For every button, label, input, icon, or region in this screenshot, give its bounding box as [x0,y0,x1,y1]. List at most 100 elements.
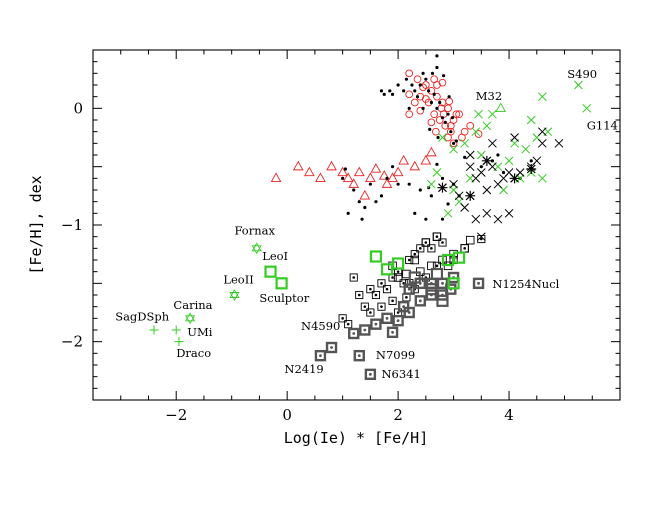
data-point-square [371,290,380,300]
y-tick-label: −1 [61,216,83,234]
data-point [436,294,449,307]
data-point [405,69,414,78]
data-point-dot [405,296,408,299]
data-point-square [421,238,430,247]
annotation-label: LeoII [223,272,253,286]
data-point [409,160,421,171]
data-point-dot [418,299,422,303]
data-point-dot [341,317,344,320]
data-point [410,98,419,107]
data-point-square [403,283,415,295]
data-point-square [353,349,365,362]
data-point [476,232,486,242]
data-point [460,127,469,136]
data-point-square [410,250,419,259]
data-point [424,217,428,221]
data-point-tri-up [185,312,196,322]
data-point [537,173,547,183]
data-point [427,186,431,190]
data-point [482,208,492,218]
data-point [388,89,392,93]
data-point [405,255,414,265]
data-point [343,167,348,171]
annotation-label: Sculptor [259,291,309,305]
data-point [292,160,304,171]
data-point [430,71,435,75]
data-point [418,83,422,87]
data-point [582,103,592,113]
data-point [349,273,358,282]
data-point-square [382,285,392,294]
data-point-square [314,349,327,362]
data-point [450,116,455,120]
data-point [398,154,410,165]
data-point [410,255,419,265]
data-point [357,200,361,204]
data-point-dot [357,354,361,358]
y-axis-label: [Fe/H], dex [27,175,45,274]
data-point [386,326,399,339]
data-point [429,194,433,198]
data-point [413,75,422,84]
data-point [377,302,386,311]
data-point-dot [477,281,480,285]
data-point [369,250,383,263]
data-point [490,159,495,163]
data-point-dot [352,332,356,335]
data-point-dot [363,305,367,308]
data-point [397,300,410,313]
data-point [416,106,425,115]
data-point [229,289,240,301]
data-point [426,146,437,157]
data-point [447,277,460,290]
data-point-square [477,234,486,244]
data-point [385,176,389,180]
data-points [149,54,592,381]
data-point [348,327,360,340]
data-point [404,77,409,81]
data-point [314,349,327,362]
data-point [413,211,417,215]
data-point-square [348,327,360,340]
data-point [360,302,369,311]
annotation-label: N7099 [376,348,415,362]
data-point-dot [407,258,411,262]
data-point-square [355,290,364,300]
data-point [438,100,442,105]
data-point-square [370,318,382,330]
data-point [363,205,367,210]
annotation-label: S490 [567,67,597,81]
data-point [359,324,371,336]
annotation-label: N2419 [284,362,323,376]
data-point [416,244,425,253]
data-point [382,285,392,294]
data-point [532,156,542,166]
data-point-square [438,238,447,247]
data-point [360,217,364,221]
data-point [438,238,447,247]
data-point [501,170,506,175]
data-point [303,166,315,177]
data-point-dot [407,287,411,291]
data-point [488,109,497,119]
data-point [405,110,414,119]
data-point-dot [374,322,378,326]
data-point [421,71,425,75]
data-point [366,285,375,294]
data-point [370,163,382,173]
data-point [435,106,439,110]
annotation-label: Draco [176,346,211,360]
data-point-dot [441,281,444,285]
data-point [403,283,415,295]
data-point-square [344,320,353,329]
data-point-dot [396,319,400,323]
data-point [433,92,441,101]
data-point-dot [385,316,389,320]
data-point-dot [346,322,350,326]
data-point-dot [391,330,394,334]
data-point [574,80,583,90]
data-point [379,89,384,93]
data-point [446,112,450,116]
data-point-square [414,295,426,307]
data-point-square [366,285,375,294]
